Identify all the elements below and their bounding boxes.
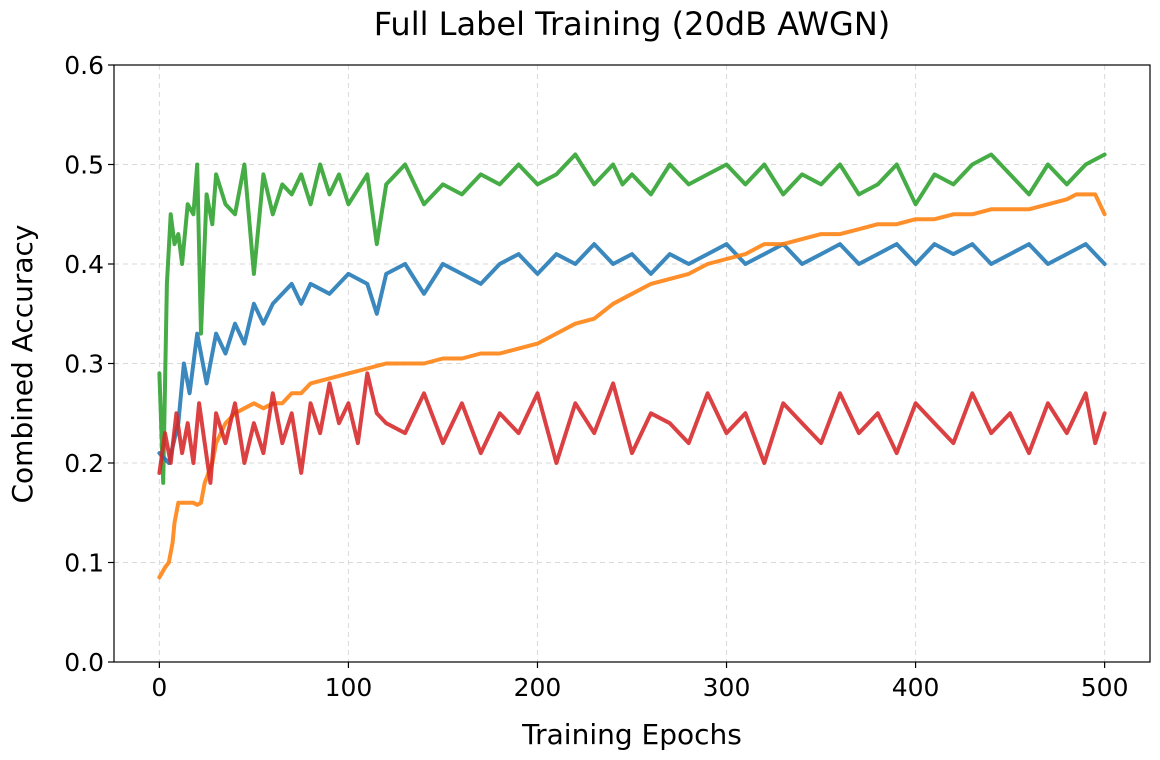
y-tick-label: 0.0: [64, 648, 104, 677]
chart-title: Full Label Training (20dB AWGN): [374, 5, 890, 43]
y-axis: 0.0 0.1 0.2 0.3 0.4 0.5 0.6: [64, 51, 114, 677]
y-tick-label: 0.5: [64, 151, 104, 180]
y-tick-label: 0.6: [64, 51, 104, 80]
y-axis-title: Combined Accuracy: [6, 225, 39, 504]
series-line-green: [157, 152, 1107, 485]
y-tick-label: 0.1: [64, 549, 104, 578]
x-tick-label: 200: [514, 673, 562, 702]
y-tick-label: 0.2: [64, 449, 104, 478]
x-axis-title: Training Epochs: [521, 718, 742, 751]
series-group: [157, 152, 1107, 580]
series-line-orange: [157, 192, 1107, 580]
x-tick-label: 500: [1081, 673, 1129, 702]
series-line-blue: [157, 242, 1107, 465]
y-tick-label: 0.4: [64, 250, 104, 279]
series-line-red: [157, 371, 1107, 485]
x-tick-label: 300: [703, 673, 751, 702]
y-tick-label: 0.3: [64, 350, 104, 379]
x-tick-label: 400: [892, 673, 940, 702]
x-tick-label: 100: [325, 673, 373, 702]
x-tick-label: 0: [151, 673, 167, 702]
x-axis: 0 100 200 300 400 500: [151, 662, 1128, 702]
